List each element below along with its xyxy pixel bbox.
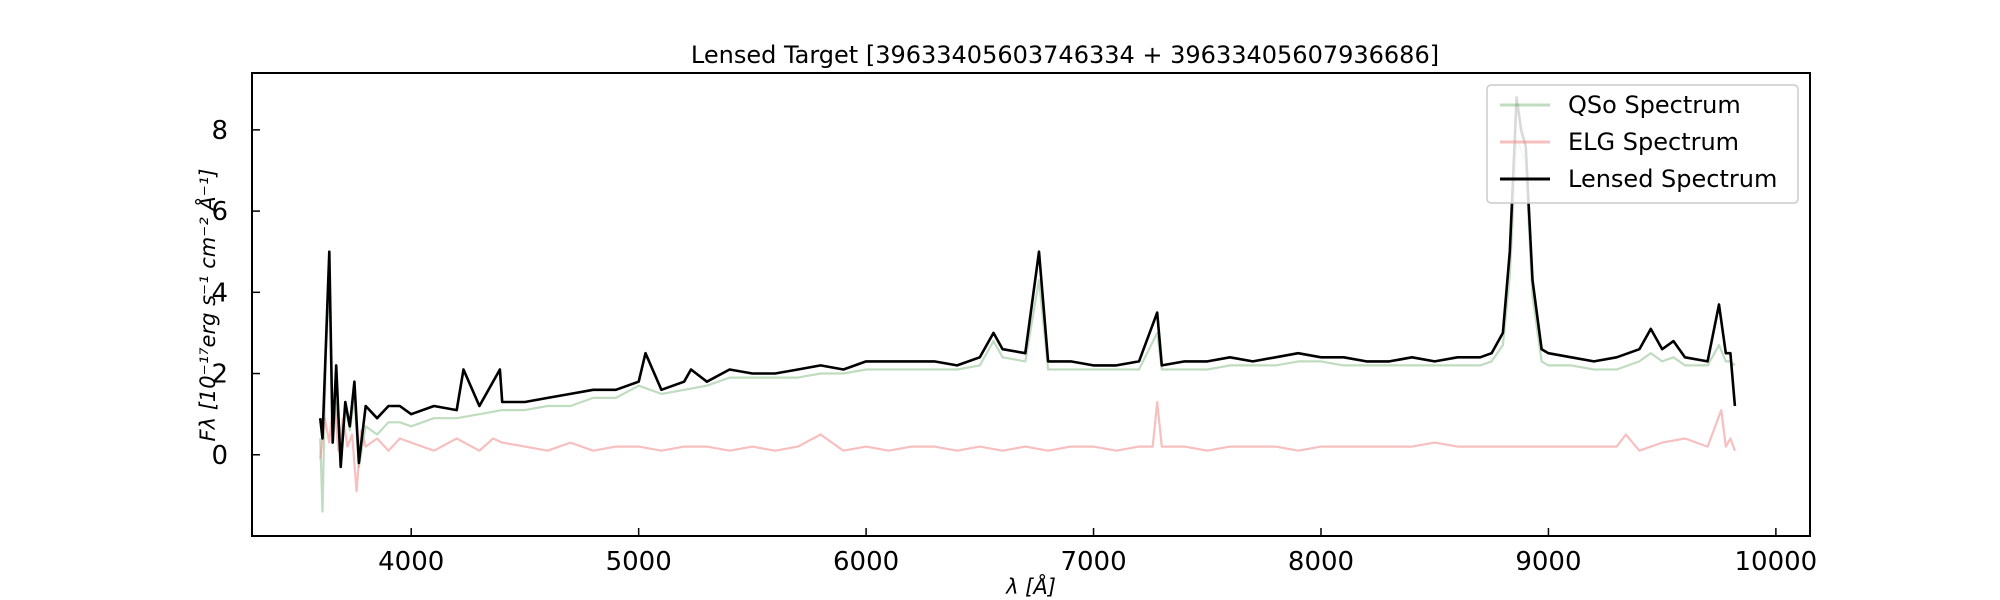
plot-frame [251, 72, 1811, 537]
y-tick-label: 2 [211, 360, 228, 390]
y-tick-label: 4 [211, 278, 228, 308]
x-tick-label: 6000 [833, 547, 899, 577]
legend: QSo Spectrum ELG Spectrum Lensed Spectrum [1486, 84, 1799, 204]
x-tick-label: 4000 [378, 547, 444, 577]
x-tick-label: 5000 [606, 547, 672, 577]
legend-label-elg-spectrum: ELG Spectrum [1568, 128, 1739, 156]
x-tick-label: 9000 [1515, 547, 1581, 577]
legend-label-qso-spectrum: QSo Spectrum [1568, 91, 1741, 119]
y-axis-label: Fλ [10⁻¹⁷erg s⁻¹ cm⁻² Å⁻¹] [194, 169, 220, 442]
x-tick-label: 7000 [1060, 547, 1126, 577]
x-tick-label: 10000 [1735, 547, 1818, 577]
y-tick-label: 0 [211, 441, 228, 471]
chart-title: Lensed Target [39633405603746334 + 39633… [691, 41, 1439, 69]
series-line-lensed-spectrum [318, 96, 1737, 469]
series-layer [318, 96, 1737, 513]
legend-label-lensed-spectrum: Lensed Spectrum [1568, 165, 1777, 193]
y-axis-ticks: 0 2 4 6 8 [211, 116, 260, 471]
series-line-qso-spectrum [319, 136, 1736, 513]
legend-box [1486, 84, 1799, 204]
x-axis-ticks: 4000 5000 6000 7000 8000 9000 10000 [378, 528, 1817, 577]
series-line-elg-spectrum [319, 392, 1736, 493]
y-tick-label: 6 [211, 197, 228, 227]
y-tick-label: 8 [211, 116, 228, 146]
x-axis-label: λ [Å] [1005, 573, 1056, 599]
x-tick-label: 8000 [1288, 547, 1354, 577]
